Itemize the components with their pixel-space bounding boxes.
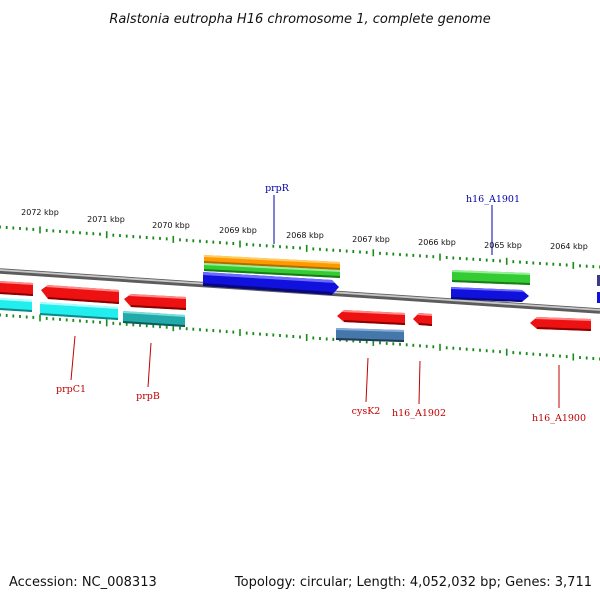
leader-line-prpB [147,342,152,388]
leader-line-prpC1 [70,335,76,381]
accession-text: Accession: NC_008313 [9,575,157,590]
scale-label-2064: 2064 kbp [550,242,588,251]
gene-label-h16_A1901[interactable]: h16_A1901 [466,194,520,205]
outer-scale-track [0,225,600,269]
gene-label-prpB[interactable]: prpB [136,391,160,402]
gene-feature-prpB-teal[interactable] [123,311,185,327]
gene-feature-prpB-red[interactable] [124,294,186,310]
gene-feature-prpR-orange[interactable] [204,255,340,270]
gene-feature-h16_A1901-green[interactable] [452,270,530,285]
gene-feature-prpC1-cyan[interactable] [40,302,118,320]
leader-line-h16_A1902 [418,360,421,405]
scale-label-2068: 2068 kbp [286,231,324,240]
gene-label-h16_A1902[interactable]: h16_A1902 [392,408,446,419]
scale-label-2071: 2071 kbp [87,215,125,224]
gene-feature-prpR-green[interactable] [204,263,340,278]
gene-label-h16_A1900[interactable]: h16_A1900 [532,413,586,424]
gene-feature-h16_A1900-red[interactable] [530,317,591,331]
scale-label-2070: 2070 kbp [152,221,190,230]
scale-label-2067: 2067 kbp [352,235,390,244]
scale-label-2072: 2072 kbp [21,208,59,217]
leader-line-cysK2 [365,357,369,403]
gene-feature-prpR-blue[interactable] [203,272,339,295]
gene-label-prpR[interactable]: prpR [265,183,290,194]
genome-summary-text: Topology: circular; Length: 4,052,032 bp… [234,575,592,590]
scale-label-2065: 2065 kbp [484,241,522,250]
gene-feature-h16_A1901-blue[interactable] [451,287,529,302]
gene-feature-edge-left-cyan[interactable] [0,298,32,312]
gene-feature-edge-right-blue[interactable] [597,292,600,303]
gene-feature-prpC1-red[interactable] [41,285,119,304]
gene-feature-h16_A1902-red[interactable] [413,313,432,326]
gene-feature-edge-left-red[interactable] [0,281,33,296]
gene-label-prpC1[interactable]: prpC1 [56,384,86,395]
gene-label-cysK2[interactable]: cysK2 [352,406,381,417]
gene-feature-cysK2-red[interactable] [337,310,405,325]
map-title: Ralstonia eutropha H16 chromosome 1, com… [109,12,490,27]
scale-label-2066: 2066 kbp [418,238,456,247]
gene-feature-edge-right-navy[interactable] [597,275,600,286]
scale-label-2069: 2069 kbp [219,226,257,235]
gene-feature-cysK2-steelblue[interactable] [336,328,404,342]
inner-scale-track [0,313,600,361]
